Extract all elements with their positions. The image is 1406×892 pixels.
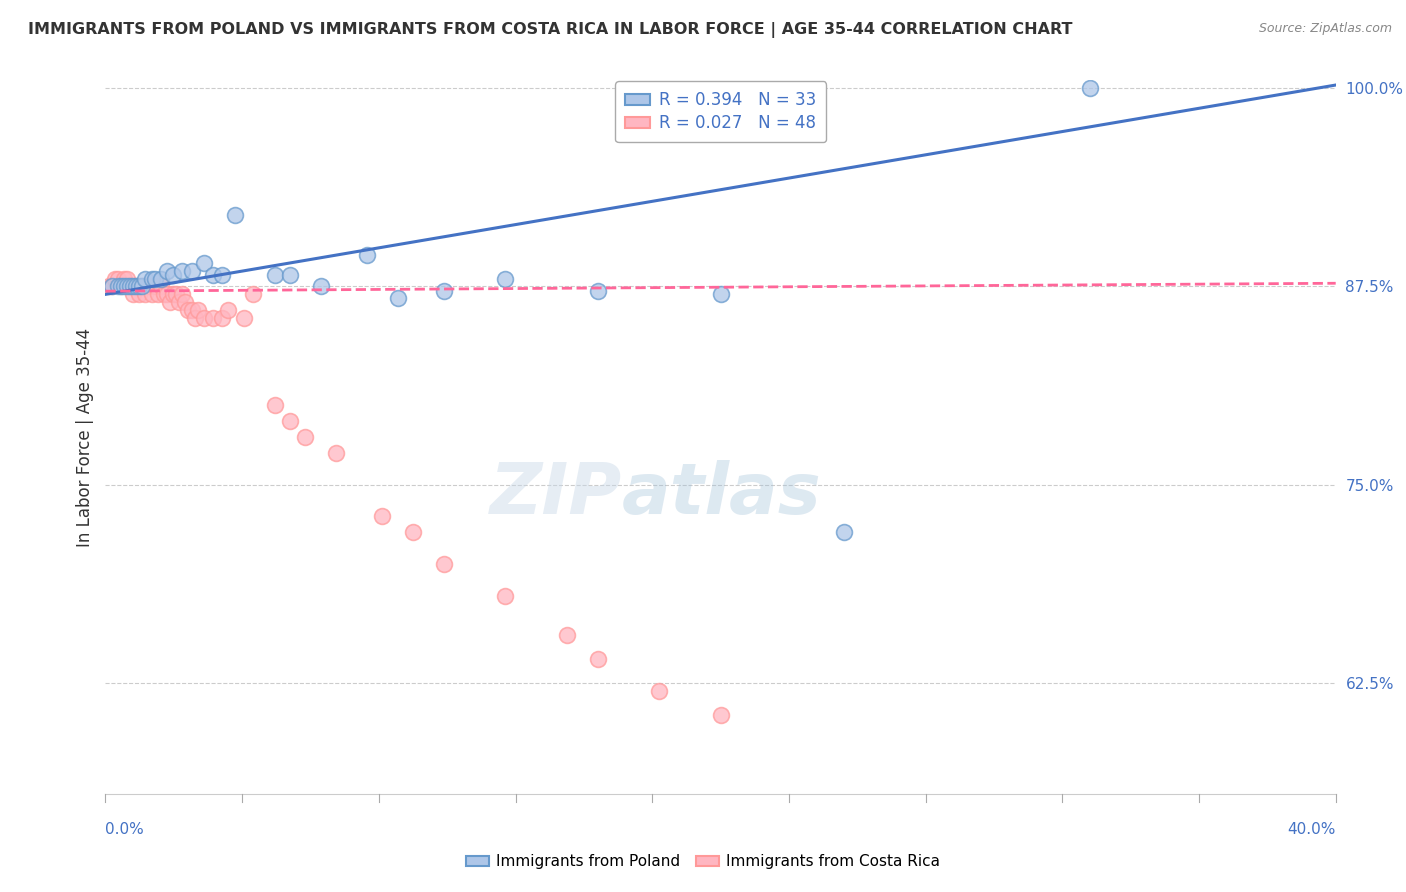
Point xyxy=(122,279,145,293)
Point xyxy=(100,279,122,293)
Point xyxy=(180,303,202,318)
Point xyxy=(183,311,205,326)
Point xyxy=(104,271,127,285)
Point xyxy=(278,414,301,428)
Point xyxy=(263,268,285,283)
Text: 0.0%: 0.0% xyxy=(105,822,145,838)
Point xyxy=(112,279,135,293)
Text: 40.0%: 40.0% xyxy=(1288,822,1336,838)
Point xyxy=(1078,81,1101,95)
Point xyxy=(128,279,150,293)
Point xyxy=(177,303,200,318)
Point xyxy=(153,287,176,301)
Point xyxy=(125,279,148,293)
Point xyxy=(174,295,197,310)
Point xyxy=(110,279,132,293)
Point xyxy=(156,263,179,277)
Point xyxy=(180,263,202,277)
Point xyxy=(115,279,138,293)
Point xyxy=(586,284,609,298)
Point xyxy=(433,284,456,298)
Point xyxy=(159,295,181,310)
Point xyxy=(134,271,156,285)
Point xyxy=(162,287,184,301)
Point xyxy=(172,263,194,277)
Point xyxy=(143,279,166,293)
Point xyxy=(128,287,150,301)
Point xyxy=(141,271,163,285)
Point xyxy=(162,268,184,283)
Point xyxy=(555,628,578,642)
Point xyxy=(149,279,172,293)
Point xyxy=(494,271,516,285)
Point xyxy=(107,271,129,285)
Point xyxy=(120,279,141,293)
Point xyxy=(120,279,141,293)
Point xyxy=(131,279,153,293)
Legend: Immigrants from Poland, Immigrants from Costa Rica: Immigrants from Poland, Immigrants from … xyxy=(460,848,946,875)
Point xyxy=(387,291,409,305)
Point xyxy=(224,208,246,222)
Point xyxy=(433,557,456,571)
Legend: R = 0.394   N = 33, R = 0.027   N = 48: R = 0.394 N = 33, R = 0.027 N = 48 xyxy=(616,81,825,143)
Point xyxy=(710,707,733,722)
Point xyxy=(169,295,191,310)
Point xyxy=(122,287,145,301)
Point xyxy=(193,255,215,269)
Point xyxy=(172,287,194,301)
Point xyxy=(232,311,254,326)
Point xyxy=(832,525,855,540)
Point xyxy=(263,398,285,412)
Point xyxy=(402,525,425,540)
Point xyxy=(165,287,187,301)
Point xyxy=(134,287,156,301)
Text: atlas: atlas xyxy=(621,459,823,529)
Point xyxy=(125,279,148,293)
Point xyxy=(156,287,179,301)
Point xyxy=(202,268,225,283)
Point xyxy=(710,287,733,301)
Point xyxy=(494,589,516,603)
Point xyxy=(278,268,301,283)
Point xyxy=(325,446,347,460)
Point xyxy=(141,287,163,301)
Point xyxy=(218,303,240,318)
Point xyxy=(211,268,233,283)
Point xyxy=(202,311,225,326)
Point xyxy=(115,271,138,285)
Point xyxy=(356,248,378,262)
Point xyxy=(143,271,166,285)
Point xyxy=(112,271,135,285)
Point xyxy=(100,279,122,293)
Point xyxy=(110,279,132,293)
Y-axis label: In Labor Force | Age 35-44: In Labor Force | Age 35-44 xyxy=(76,327,94,547)
Point xyxy=(138,279,160,293)
Point xyxy=(586,652,609,666)
Text: IMMIGRANTS FROM POLAND VS IMMIGRANTS FROM COSTA RICA IN LABOR FORCE | AGE 35-44 : IMMIGRANTS FROM POLAND VS IMMIGRANTS FRO… xyxy=(28,22,1073,38)
Point xyxy=(648,683,671,698)
Point xyxy=(107,279,129,293)
Point xyxy=(309,279,332,293)
Point xyxy=(242,287,264,301)
Text: Source: ZipAtlas.com: Source: ZipAtlas.com xyxy=(1258,22,1392,36)
Point xyxy=(97,279,120,293)
Point xyxy=(371,509,394,524)
Point xyxy=(211,311,233,326)
Point xyxy=(294,430,316,444)
Text: ZIP: ZIP xyxy=(489,459,621,529)
Point xyxy=(187,303,209,318)
Point xyxy=(193,311,215,326)
Point xyxy=(131,279,153,293)
Point xyxy=(146,287,169,301)
Point xyxy=(149,271,172,285)
